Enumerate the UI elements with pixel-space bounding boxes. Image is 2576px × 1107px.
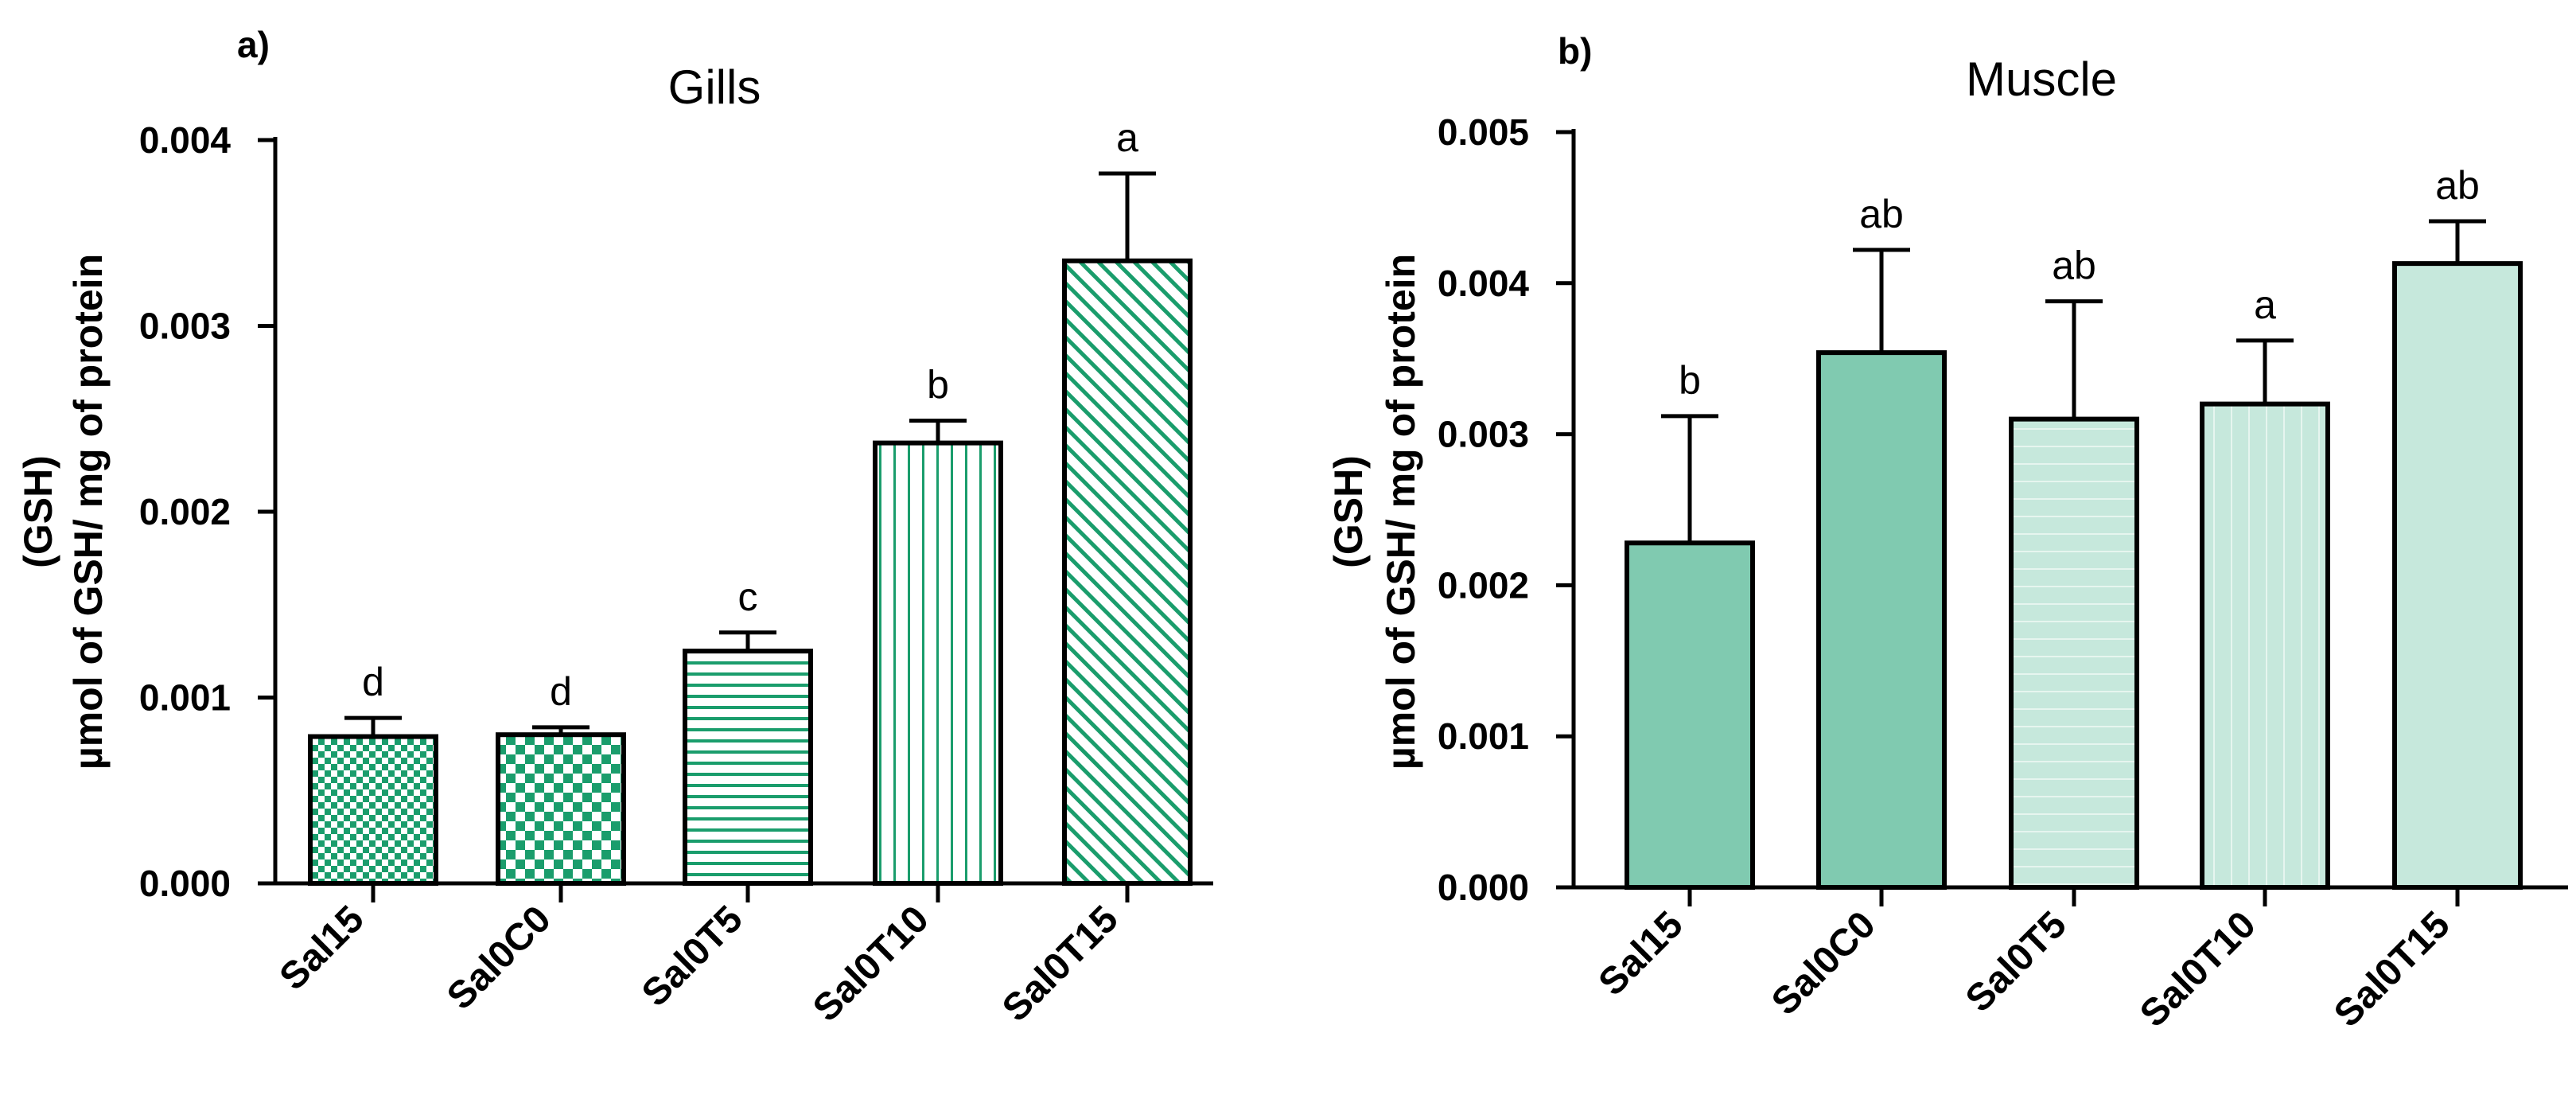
muscle-bar-sal0t5 xyxy=(2009,416,2139,890)
gills-bar-sal0t5 xyxy=(683,649,813,886)
muscle-panel-label: b) xyxy=(1558,30,1592,72)
gills-significance-label: d xyxy=(362,660,384,704)
muscle-significance-label: b xyxy=(1679,358,1701,403)
gills-y-axis-label-line-2: µmol of GSH/ mg of protein xyxy=(66,254,111,770)
gills-panel-label: a) xyxy=(237,24,270,65)
muscle-y-tick-label: 0.003 xyxy=(1438,414,1529,455)
muscle-chart-panel: b) Muscle (GSH) µmol of GSH/ mg of protein 0… xyxy=(1326,30,2568,1035)
gills-chart-title: Gills xyxy=(668,60,761,114)
muscle-x-tick-label: Sal0T5 xyxy=(1958,903,2075,1020)
gills-y-axis-label-line-1: (GSH) xyxy=(16,455,60,568)
gills-y-tick-label: 0.001 xyxy=(139,677,231,719)
muscle-x-tick-label: Sal0C0 xyxy=(1764,903,1884,1023)
gills-bar-sal0c0 xyxy=(496,732,626,887)
gills-x-tick-label: Sal0C0 xyxy=(439,898,559,1018)
muscle-y-tick-label: 0.005 xyxy=(1438,111,1529,153)
gills-significance-label: d xyxy=(550,669,572,714)
muscle-bar-sal15 xyxy=(1625,540,1755,890)
muscle-significance-label: ab xyxy=(2052,244,2096,288)
muscle-x-tick-label: Sal0T15 xyxy=(2326,903,2458,1035)
gills-x-tick-label: Sal0T10 xyxy=(805,898,937,1030)
muscle-bar-sal0c0 xyxy=(1816,350,1947,891)
gills-bar-sal0t10 xyxy=(873,440,1003,886)
muscle-bar-sal0t10 xyxy=(2200,401,2330,890)
muscle-significance-label: ab xyxy=(2435,163,2480,208)
gills-x-tick-label: Sal0T15 xyxy=(994,898,1127,1030)
gills-y-tick-label: 0.002 xyxy=(139,491,231,532)
gills-chart-panel: a) Gills (GSH) µmol of GSH/ mg of protein 0.… xyxy=(16,24,1213,1030)
muscle-y-tick-label: 0.000 xyxy=(1438,867,1529,908)
gills-significance-label: a xyxy=(1116,115,1138,160)
muscle-x-tick-label: Sal0T10 xyxy=(2132,903,2264,1035)
gills-bar-sal0t15 xyxy=(1062,258,1193,886)
gills-y-tick-label: 0.003 xyxy=(139,306,231,347)
gills-significance-label: c xyxy=(738,575,758,619)
muscle-y-axis-label-line-2: µmol of GSH/ mg of protein xyxy=(1379,254,1423,770)
muscle-bar-sal0t15 xyxy=(2392,261,2523,891)
muscle-y-tick-label: 0.002 xyxy=(1438,564,1529,606)
gills-y-tick-label: 0.004 xyxy=(139,119,232,161)
muscle-y-axis-label-line-1: (GSH) xyxy=(1326,455,1371,568)
muscle-y-tick-label: 0.001 xyxy=(1438,715,1529,757)
gills-significance-label: b xyxy=(927,363,949,407)
gills-x-tick-label: Sal15 xyxy=(272,898,372,998)
muscle-significance-label: ab xyxy=(1859,192,1904,236)
gills-bar-sal15 xyxy=(308,734,438,886)
muscle-x-tick-label: Sal15 xyxy=(1591,903,1691,1004)
muscle-y-tick-label: 0.004 xyxy=(1438,263,1530,304)
gills-y-tick-label: 0.000 xyxy=(139,863,231,904)
muscle-chart-title: Muscle xyxy=(1966,53,2117,106)
gills-x-tick-label: Sal0T5 xyxy=(634,898,751,1015)
muscle-significance-label: a xyxy=(2254,283,2276,327)
